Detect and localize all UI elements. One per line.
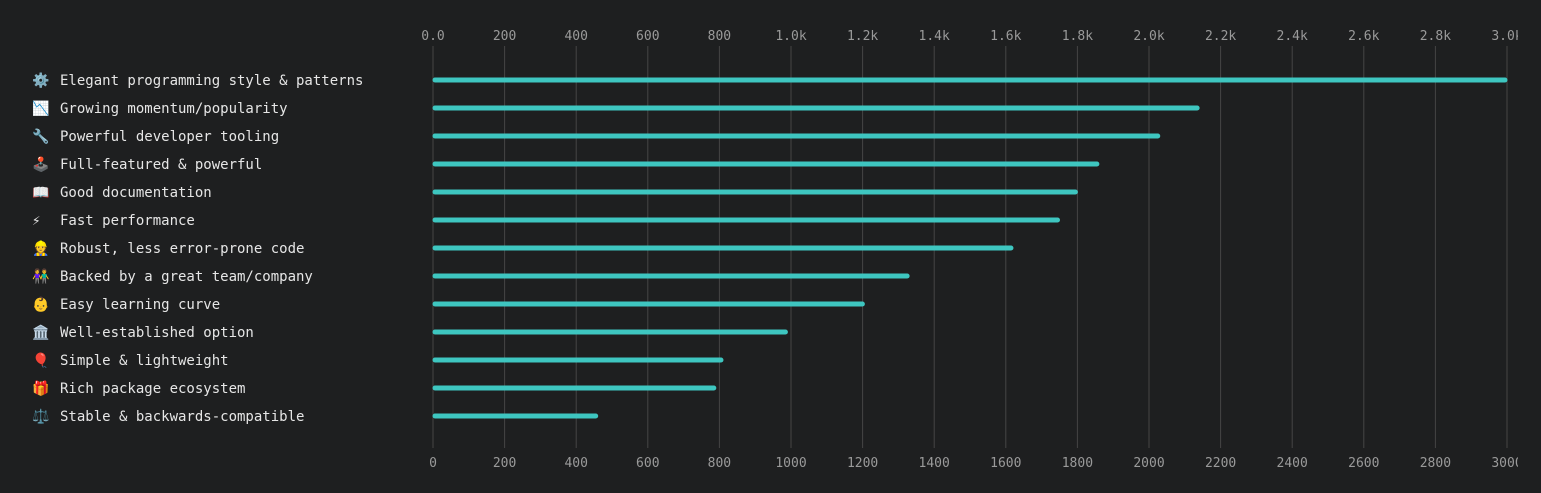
category-label: Fast performance — [60, 213, 195, 229]
bottom-tick-label: 200 — [493, 456, 516, 471]
top-tick-label: 1.4k — [919, 29, 950, 44]
top-tick-label: 1.8k — [1062, 29, 1093, 44]
category-label: Rich package ecosystem — [60, 381, 245, 397]
gift-icon: 🎁 — [32, 380, 49, 397]
top-tick-label: 400 — [564, 29, 587, 44]
bottom-tick-label: 2000 — [1133, 456, 1164, 471]
bottom-tick-label: 1400 — [919, 456, 950, 471]
balloon-icon: 🎈 — [32, 351, 49, 369]
category-label: Powerful developer tooling — [60, 129, 279, 145]
top-axis: 0.0 200 400 600 800 1.0k 1.2k 1.4k 1.6k 1.8k 2.0k 2… — [421, 29, 1522, 44]
bottom-tick-label: 2600 — [1348, 456, 1379, 471]
top-tick-label: 1.2k — [847, 29, 878, 44]
bars — [432, 77, 1508, 419]
bottom-tick-label: 3000 — [1491, 456, 1522, 471]
bottom-tick-label: 2400 — [1277, 456, 1308, 471]
bottom-tick-label: 1600 — [990, 456, 1021, 471]
bottom-tick-label: 600 — [636, 456, 659, 471]
category-label: Growing momentum/popularity — [60, 101, 288, 117]
category-labels: ⚙️ Elegant programming style & patterns 📉 G… — [32, 72, 363, 425]
wrench-icon: 🔧 — [32, 127, 49, 145]
lightning-icon: ⚡ — [32, 213, 40, 229]
top-tick-label: 2.2k — [1205, 29, 1236, 44]
bottom-tick-label: 1000 — [775, 456, 806, 471]
category-label: Stable & backwards-compatible — [60, 409, 304, 425]
baby-icon: 👶 — [32, 296, 49, 313]
category-label: Easy learning curve — [60, 297, 220, 313]
book-icon: 📖 — [32, 185, 49, 201]
bottom-axis: 0 200 400 600 800 1000 1200 1400 1600 1800 2000 220… — [429, 456, 1522, 471]
category-label: Robust, less error-prone code — [60, 241, 304, 257]
chart-icon: 📉 — [32, 100, 49, 117]
top-tick-label: 2.4k — [1277, 29, 1308, 44]
bottom-tick-label: 1800 — [1062, 456, 1093, 471]
category-label: Elegant programming style & patterns — [60, 73, 363, 89]
category-label: Simple & lightweight — [60, 353, 229, 369]
top-tick-label: 2.8k — [1420, 29, 1451, 44]
worker-icon: 👷 — [32, 240, 49, 257]
bottom-tick-label: 2800 — [1420, 456, 1451, 471]
gear-icon: ⚙️ — [32, 72, 49, 89]
top-tick-label: 0.0 — [421, 29, 444, 44]
bottom-tick-label: 2200 — [1205, 456, 1236, 471]
bottom-tick-label: 800 — [708, 456, 731, 471]
top-tick-label: 2.6k — [1348, 29, 1379, 44]
category-label: Well-established option — [60, 325, 254, 341]
joystick-icon: 🕹️ — [32, 156, 49, 173]
category-label: Full-featured & powerful — [60, 157, 262, 173]
top-tick-label: 200 — [493, 29, 516, 44]
top-tick-label: 1.0k — [775, 29, 806, 44]
top-tick-label: 3.0k — [1491, 29, 1522, 44]
category-label: Backed by a great team/company — [60, 269, 313, 285]
people-icon: 👫 — [32, 268, 50, 285]
bottom-tick-label: 1200 — [847, 456, 878, 471]
bottom-tick-label: 0 — [429, 456, 437, 471]
scales-icon: ⚖️ — [32, 408, 49, 425]
top-tick-label: 800 — [708, 29, 731, 44]
institution-icon: 🏛️ — [32, 324, 49, 341]
top-tick-label: 600 — [636, 29, 659, 44]
category-label: Good documentation — [60, 185, 212, 201]
top-tick-label: 2.0k — [1133, 29, 1164, 44]
bottom-tick-label: 400 — [564, 456, 587, 471]
top-tick-label: 1.6k — [990, 29, 1021, 44]
